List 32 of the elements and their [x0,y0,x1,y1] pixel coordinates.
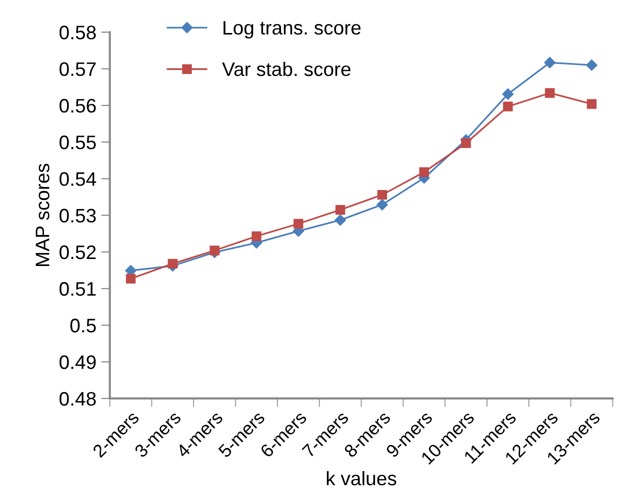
point [503,102,513,112]
point [502,88,514,100]
point [210,246,220,256]
point [294,218,304,229]
point [252,231,262,242]
y-tick-label: 0.54 [60,172,96,186]
point [586,99,597,109]
point [419,167,429,177]
x-axis-title: k values [326,471,396,486]
y-tick-label: 0.53 [60,208,96,223]
y-axis-title: MAP scores [36,164,50,266]
point [586,60,598,71]
y-tick-label: 0.48 [60,392,96,406]
point [544,56,556,68]
point [376,199,388,210]
point [377,190,388,200]
point [335,204,346,215]
legend-label: Log trans. score [224,21,361,38]
y-tick-label: 0.49 [60,355,96,370]
legend-label: Var stab. score [222,62,350,76]
y-tick-label: 0.57 [60,62,96,76]
y-tick-label: 0.51 [60,282,96,296]
y-tick-label: 0.55 [60,136,96,150]
point [168,258,178,269]
point [126,274,136,284]
point [334,214,346,226]
y-tick-label: 0.58 [60,26,96,40]
y-tick-label: 0.52 [60,245,96,260]
point [544,88,555,98]
y-tick-label: 0.56 [60,98,96,113]
point [461,138,471,148]
y-tick-label: 0.5 [70,318,96,332]
